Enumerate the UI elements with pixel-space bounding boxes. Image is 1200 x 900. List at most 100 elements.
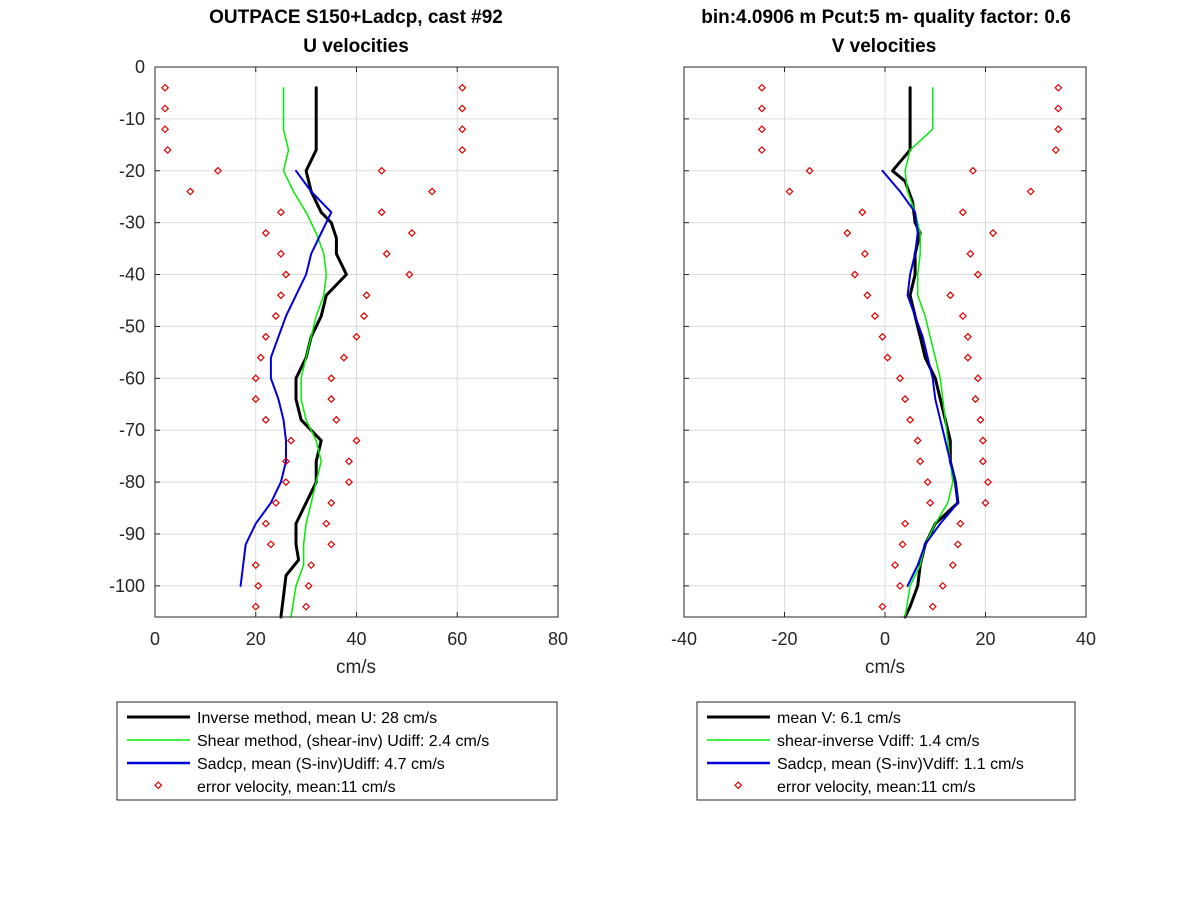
v-error-velocity-marker bbox=[863, 291, 872, 300]
u-error-velocity-marker bbox=[307, 561, 316, 570]
v-error-velocity-marker bbox=[891, 561, 900, 570]
u-legend: Inverse method, mean U: 28 cm/s Shear me… bbox=[116, 701, 558, 801]
u-error-velocity-marker bbox=[163, 145, 172, 155]
u-y-tick-label: -40 bbox=[119, 265, 145, 285]
v-error-velocity-marker bbox=[896, 374, 905, 383]
v-error-velocity-marker bbox=[858, 208, 867, 217]
u-error-velocity-marker bbox=[327, 498, 336, 507]
v-error-velocity-marker bbox=[805, 166, 814, 175]
u-error-velocity-marker bbox=[251, 561, 260, 570]
v-error-velocity-marker bbox=[757, 104, 766, 113]
v-error-velocity-marker bbox=[901, 395, 910, 404]
u-legend-label-inverse: Inverse method, mean U: 28 cm/s bbox=[197, 710, 437, 727]
v-error-velocity-marker bbox=[1054, 83, 1063, 92]
u-error-velocity-marker bbox=[458, 104, 467, 113]
v-legend-label-shear: shear-inverse Vdiff: 1.4 cm/s bbox=[777, 733, 979, 750]
u-grid bbox=[155, 67, 558, 617]
u-error-velocity-marker bbox=[266, 540, 275, 549]
v-error-velocity-marker bbox=[923, 478, 932, 487]
figure-title-left: OUTPACE S150+Ladcp, cast #92 bbox=[209, 7, 503, 28]
v-error-velocity-marker bbox=[978, 436, 988, 445]
v-series bbox=[757, 83, 1063, 619]
u-error-velocity-marker bbox=[261, 332, 270, 341]
u-error-velocity-marker bbox=[339, 353, 348, 362]
u-error-velocity-marker bbox=[332, 415, 341, 424]
u-error-velocity-marker bbox=[322, 519, 331, 528]
u-error-velocity-marker bbox=[407, 229, 416, 238]
v-error-velocity-marker bbox=[757, 83, 766, 92]
u-y-tick-label: -70 bbox=[119, 420, 145, 440]
v-error-velocity-marker bbox=[1051, 145, 1060, 155]
legend-swatch-error bbox=[154, 781, 163, 790]
figure-title-right: bin:4.0906 m Pcut:5 m- quality factor: 0… bbox=[701, 7, 1071, 28]
u-series bbox=[161, 83, 467, 619]
v-grid bbox=[684, 67, 1086, 617]
v-velocity-axes: -40 -20 0 20 40 cm/s bbox=[671, 66, 1096, 678]
v-error-velocity-marker bbox=[883, 353, 892, 362]
u-error-velocity-marker bbox=[251, 374, 260, 383]
u-error-velocity-marker bbox=[254, 581, 263, 590]
u-error-velocity-marker bbox=[261, 519, 270, 528]
u-y-tick-label: -10 bbox=[119, 109, 145, 129]
v-error-velocity-marker bbox=[948, 561, 957, 570]
v-legend-label-inverse: mean V: 6.1 cm/s bbox=[777, 710, 901, 727]
v-error-velocity-marker bbox=[850, 270, 859, 279]
u-error-velocity-marker bbox=[352, 436, 361, 445]
v-legend-label-sadcp: Sadcp, mean (S-inv)Vdiff: 1.1 cm/s bbox=[777, 756, 1024, 773]
v-error-velocity-marker bbox=[946, 291, 955, 300]
v-error-velocity-marker bbox=[973, 374, 982, 383]
u-error-velocity-marker bbox=[161, 83, 170, 92]
u-error-velocity-marker bbox=[261, 229, 270, 238]
u-legend-box bbox=[116, 701, 558, 801]
u-y-tick-label: -50 bbox=[119, 316, 145, 336]
u-error-velocity-marker bbox=[251, 395, 260, 404]
u-error-velocity-marker bbox=[405, 270, 414, 279]
u-error-velocity-marker bbox=[344, 478, 353, 487]
u-x-tick-label: 80 bbox=[548, 629, 568, 649]
v-x-tick-label: 40 bbox=[1076, 629, 1096, 649]
v-error-velocity-marker bbox=[956, 519, 965, 528]
v-x-tick-label: 0 bbox=[880, 629, 890, 649]
u-x-tick-label: 60 bbox=[447, 629, 467, 649]
u-sadcp-line bbox=[239, 169, 333, 587]
u-velocity-axes: 0 20 40 60 80 0 -10 -20 -30 -40 -50 -60 -70 -80 -90 -10… bbox=[109, 57, 568, 678]
u-error-velocity-marker bbox=[428, 187, 437, 196]
u-y-tick-label: -90 bbox=[119, 524, 145, 544]
u-error-velocity-marker bbox=[281, 457, 291, 466]
v-error-velocity-marker bbox=[966, 249, 975, 258]
u-error-velocity-marker bbox=[213, 166, 222, 175]
v-error-velocity-marker bbox=[843, 229, 852, 238]
v-error-velocity-marker bbox=[896, 581, 905, 590]
u-x-axis-label: cm/s bbox=[336, 657, 376, 678]
v-error-velocity-marker bbox=[968, 166, 977, 175]
v-error-velocity-marker bbox=[978, 457, 988, 466]
u-y-tick-label: -20 bbox=[119, 161, 145, 181]
u-error-velocity-marker bbox=[327, 374, 336, 383]
v-error-velocity-marker bbox=[958, 312, 967, 321]
u-error-velocity-marker bbox=[302, 602, 311, 611]
u-error-velocity-marker bbox=[458, 125, 467, 134]
u-error-velocity-marker bbox=[261, 415, 270, 424]
u-legend-label-error: error velocity, mean:11 cm/s bbox=[197, 779, 396, 796]
u-error-velocity-marker bbox=[458, 83, 467, 92]
u-error-velocity-marker bbox=[271, 498, 280, 507]
v-error-velocity-marker bbox=[785, 187, 794, 196]
u-error-velocity-marker bbox=[276, 249, 285, 258]
v-error-velocity-marker bbox=[989, 229, 998, 238]
v-error-velocity-marker bbox=[913, 436, 922, 445]
v-sadcp-line bbox=[881, 169, 959, 587]
u-error-velocity-marker bbox=[362, 291, 371, 300]
u-error-velocity-marker bbox=[458, 145, 467, 155]
u-error-velocity-marker bbox=[186, 187, 195, 196]
u-error-velocity-marker bbox=[271, 312, 280, 321]
u-error-velocity-marker bbox=[281, 270, 291, 279]
u-y-tick-label: -60 bbox=[119, 368, 145, 388]
v-error-velocity-marker bbox=[971, 395, 980, 404]
u-error-velocity-marker bbox=[304, 581, 313, 590]
v-x-tick-label: -40 bbox=[671, 629, 697, 649]
u-error-velocity-marker bbox=[276, 208, 285, 217]
v-error-velocity-marker bbox=[958, 208, 967, 217]
v-error-velocity-marker bbox=[926, 498, 935, 507]
u-chart-title: U velocities bbox=[303, 36, 409, 57]
v-chart-title: V velocities bbox=[832, 36, 937, 57]
